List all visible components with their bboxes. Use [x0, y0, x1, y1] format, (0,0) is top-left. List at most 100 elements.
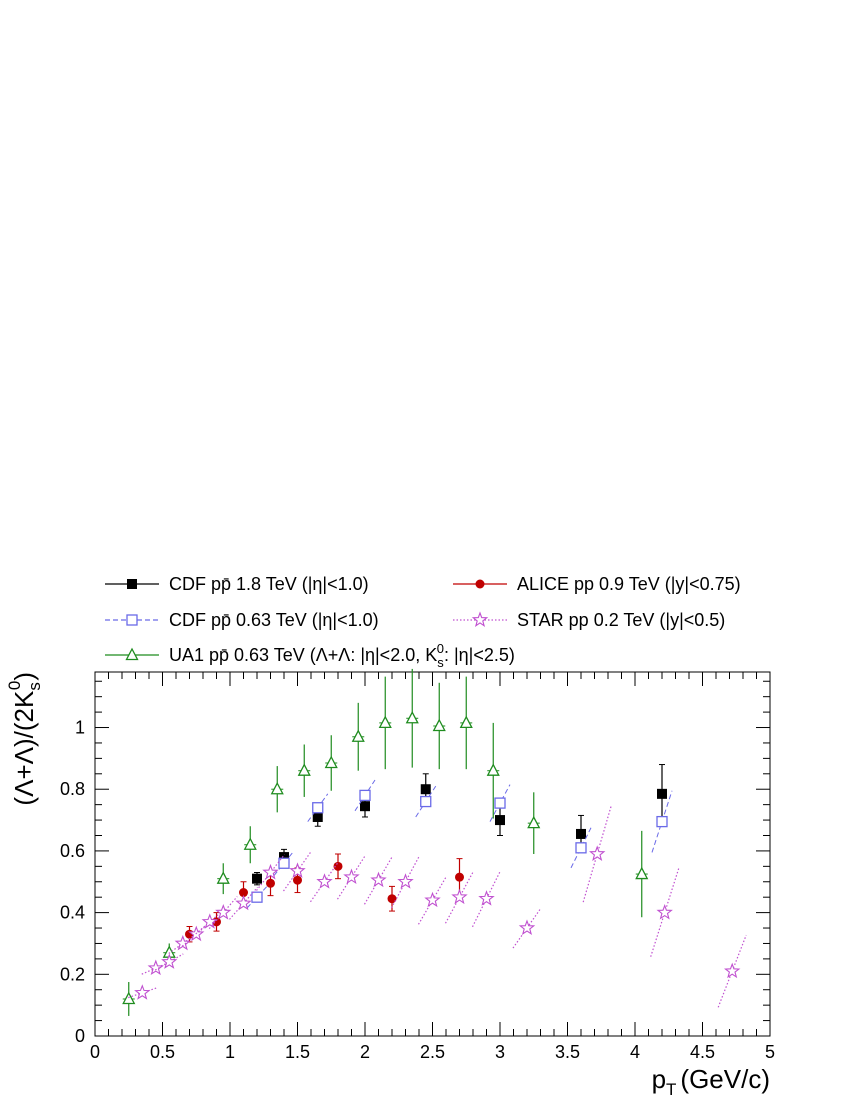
data-point — [420, 784, 431, 795]
axis-ticks: 0 0.5 1 1.5 2 2.5 3 3.5 4 4.5 5 0 0.2 0.4 0.6 0.8 1 — [60, 672, 775, 1062]
data-point — [588, 845, 606, 861]
sys-band — [417, 875, 448, 925]
y-axis-title-sup: 0 — [5, 681, 24, 690]
x-axis-title-unit: (GeV/c) — [680, 1064, 770, 1094]
data-point — [122, 991, 136, 1005]
data-point — [459, 715, 473, 729]
sys-band — [390, 855, 421, 909]
legend-marker — [475, 579, 485, 589]
y-axis-title-sub: s — [25, 682, 44, 691]
legend-entry: CDF pp̄ 0.63 TeV (|η|<1.0) — [105, 610, 379, 630]
data-point — [420, 795, 432, 808]
data-point — [343, 868, 360, 885]
legend-entry: ALICE pp 0.9 TeV (|y|<0.75) — [453, 574, 741, 594]
data-point — [293, 875, 302, 885]
legend-label-sub: s — [437, 655, 444, 670]
legend-label-main: UA1 pp̄ 0.63 TeV (Λ+Λ: |η|<2.0, K — [169, 645, 437, 665]
data-point — [215, 904, 232, 920]
x-tick-label: 4 — [630, 1042, 640, 1062]
series-2 — [122, 668, 649, 1016]
legend-label: STAR pp 0.2 TeV (|y|<0.5) — [517, 610, 725, 630]
sys-band — [283, 850, 312, 892]
data-point — [279, 852, 289, 863]
sys-band — [168, 932, 198, 954]
y-axis-title-close: ) — [9, 672, 39, 681]
data-point — [351, 729, 365, 742]
data-point — [494, 797, 506, 809]
y-tick-label: 0.6 — [60, 841, 85, 861]
sys-band — [246, 886, 268, 909]
legend-entry: STAR pp 0.2 TeV (|y|<0.5) — [453, 610, 725, 630]
legend-label: ALICE pp 0.9 TeV (|y|<0.75) — [517, 574, 741, 594]
data-point — [635, 866, 649, 880]
legend-label-main: CDF pp̄ 1.8 TeV (|η|<1.0) — [169, 574, 369, 594]
series-0 — [252, 764, 667, 886]
data-point — [656, 815, 668, 828]
x-tick-label: 2 — [360, 1042, 370, 1062]
x-axis-title-sub: T — [666, 1080, 676, 1099]
x-axis-title: pT (GeV/c) — [652, 1064, 770, 1099]
data-point — [239, 888, 248, 898]
data-point — [405, 710, 419, 724]
data-point — [324, 755, 338, 769]
data-point — [656, 904, 673, 920]
data-point — [370, 871, 387, 888]
plot-frame — [94, 671, 771, 1037]
data-point — [576, 828, 586, 839]
x-tick-label: 1 — [225, 1042, 235, 1062]
x-tick-label: 1.5 — [285, 1042, 310, 1062]
x-tick-label: 3.5 — [555, 1042, 580, 1062]
data-point — [495, 815, 505, 826]
y-tick-label: 0.4 — [60, 903, 85, 923]
data-point — [486, 763, 500, 776]
data-point — [201, 913, 218, 929]
legend-marker — [127, 579, 137, 589]
legend-label: CDF pp̄ 0.63 TeV (|η|<1.0) — [169, 610, 379, 630]
y-tick-label: 0.8 — [60, 779, 85, 799]
data-point — [312, 802, 324, 814]
data-point — [316, 873, 333, 889]
data-point — [252, 873, 262, 884]
series-3 — [185, 853, 464, 943]
sys-band — [273, 850, 295, 876]
series-4 — [128, 805, 747, 1008]
data-point — [147, 959, 164, 976]
data-point — [387, 894, 397, 904]
x-tick-label: 2.5 — [420, 1042, 445, 1062]
y-tick-label: 0.2 — [60, 964, 85, 984]
sys-band — [489, 784, 511, 822]
data-point — [455, 872, 464, 882]
data-point — [161, 953, 178, 969]
data-point — [723, 962, 741, 979]
legend-marker — [126, 614, 138, 626]
data-point — [527, 815, 541, 829]
legend-label-main: CDF pp̄ 0.63 TeV (|η|<1.0) — [169, 610, 379, 630]
legend-label: CDF pp̄ 1.8 TeV (|η|<1.0) — [169, 574, 369, 594]
y-tick-label: 1 — [75, 718, 85, 738]
data-point — [424, 891, 441, 908]
data-point — [278, 857, 290, 869]
series-1 — [246, 779, 673, 909]
legend-marker — [125, 647, 139, 661]
data-point — [251, 891, 263, 903]
x-tick-label: 5 — [765, 1042, 775, 1062]
sys-band — [512, 907, 542, 949]
data-point — [134, 984, 151, 1000]
sys-band — [363, 855, 394, 905]
data-point — [451, 888, 468, 905]
data-point — [657, 788, 667, 799]
data-point — [397, 873, 414, 889]
data-point — [359, 789, 371, 802]
data-marks — [122, 668, 747, 1016]
sys-band — [310, 861, 339, 903]
data-point — [360, 801, 370, 812]
data-point — [478, 890, 495, 906]
data-point — [432, 718, 446, 732]
sys-band — [444, 870, 475, 924]
y-tick-label: 0 — [75, 1026, 85, 1046]
x-tick-label: 3 — [495, 1042, 505, 1062]
data-point — [262, 863, 279, 880]
x-axis-title-main: p — [652, 1064, 666, 1094]
x-tick-label: 0 — [90, 1042, 100, 1062]
plot-area: 0 0.5 1 1.5 2 2.5 3 3.5 4 4.5 5 0 0.2 0.4 0.6 0.8 1 — [60, 668, 775, 1062]
